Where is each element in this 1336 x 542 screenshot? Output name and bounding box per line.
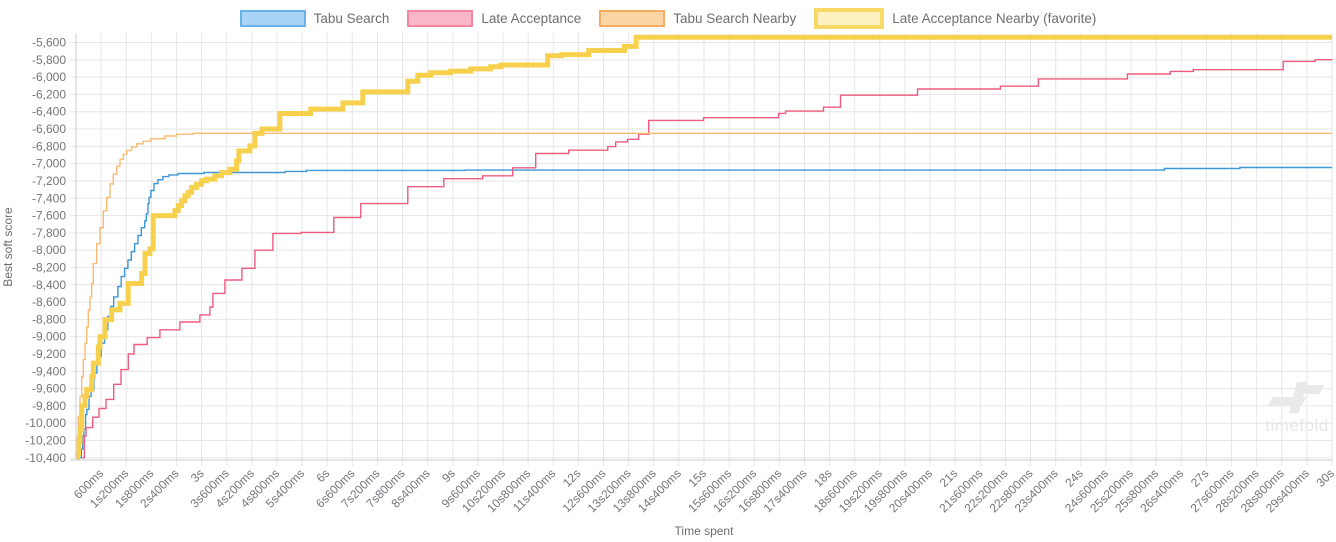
legend-swatch	[599, 10, 666, 27]
series-line-4	[75, 34, 1332, 461]
y-tick-label: -8,600	[32, 295, 66, 309]
y-tick-label: -8,400	[32, 278, 66, 292]
y-tick-label: -7,000	[32, 157, 66, 171]
y-tick-label: -8,200	[32, 260, 66, 274]
legend-swatch	[814, 8, 885, 29]
y-tick-label: -7,600	[32, 209, 66, 223]
legend-item-3[interactable]: Tabu Search Nearby	[599, 10, 796, 27]
y-tick-label: -9,200	[32, 347, 66, 361]
y-tick-label: -8,800	[32, 312, 66, 326]
x-tick-label: 3s	[188, 466, 207, 485]
y-tick-label: -10,000	[25, 416, 66, 430]
y-tick-label: -8,000	[32, 243, 66, 257]
legend-label: Tabu Search Nearby	[673, 11, 797, 26]
x-tick-label: 9s	[439, 466, 458, 485]
y-tick-label: -6,400	[32, 105, 66, 119]
series-line-1	[80, 166, 1332, 459]
y-tick-label: -6,800	[32, 139, 66, 153]
y-tick-label: -9,800	[32, 399, 66, 413]
axes	[70, 33, 1332, 461]
series-line-3	[76, 132, 1332, 459]
x-axis-title: Time spent	[674, 524, 734, 538]
y-tick-label: -10,400	[25, 451, 66, 465]
y-tick-label: -5,800	[32, 53, 66, 67]
legend-swatch	[239, 10, 306, 27]
legend-item-2[interactable]: Late Acceptance	[407, 10, 581, 27]
timefold-logo-icon	[1267, 382, 1326, 416]
y-tick-label: -7,200	[32, 174, 66, 188]
legend-label: Late Acceptance	[481, 11, 582, 26]
y-tick-label: -7,800	[32, 226, 66, 240]
y-axis-title: Best soft score	[1, 207, 15, 287]
tick-labels: -5,600 -5,800 -6,000 -6,200 -6,400 -6,600 -6,8…	[25, 36, 1336, 516]
y-tick-label: -6,000	[32, 70, 66, 84]
y-tick-label: -9,000	[32, 330, 66, 344]
y-tick-label: -9,400	[32, 364, 66, 378]
legend-item-1[interactable]: Tabu Search	[239, 10, 390, 27]
y-tick-label: -5,600	[32, 36, 66, 50]
legend-swatch	[407, 10, 474, 27]
y-tick-label: -6,200	[32, 87, 66, 101]
chart-legend: Tabu Search Late Acceptance Tabu Search Ne…	[0, 8, 1336, 29]
x-tick-label: 6s	[313, 466, 332, 485]
legend-label: Late Acceptance Nearby (favorite)	[892, 11, 1097, 26]
series-line-2	[82, 59, 1333, 459]
series-lines	[75, 34, 1333, 461]
timefold-watermark: timefold	[1262, 382, 1332, 435]
y-tick-label: -9,600	[32, 382, 66, 396]
y-tick-label: -10,200	[25, 434, 66, 448]
y-tick-label: -7,400	[32, 191, 66, 205]
y-tick-label: -6,600	[32, 122, 66, 136]
legend-item-4[interactable]: Late Acceptance Nearby (favorite)	[814, 8, 1096, 29]
x-tick-label: 30s	[1314, 466, 1336, 490]
legend-label: Tabu Search	[313, 11, 390, 26]
watermark-text: timefold	[1265, 416, 1329, 435]
